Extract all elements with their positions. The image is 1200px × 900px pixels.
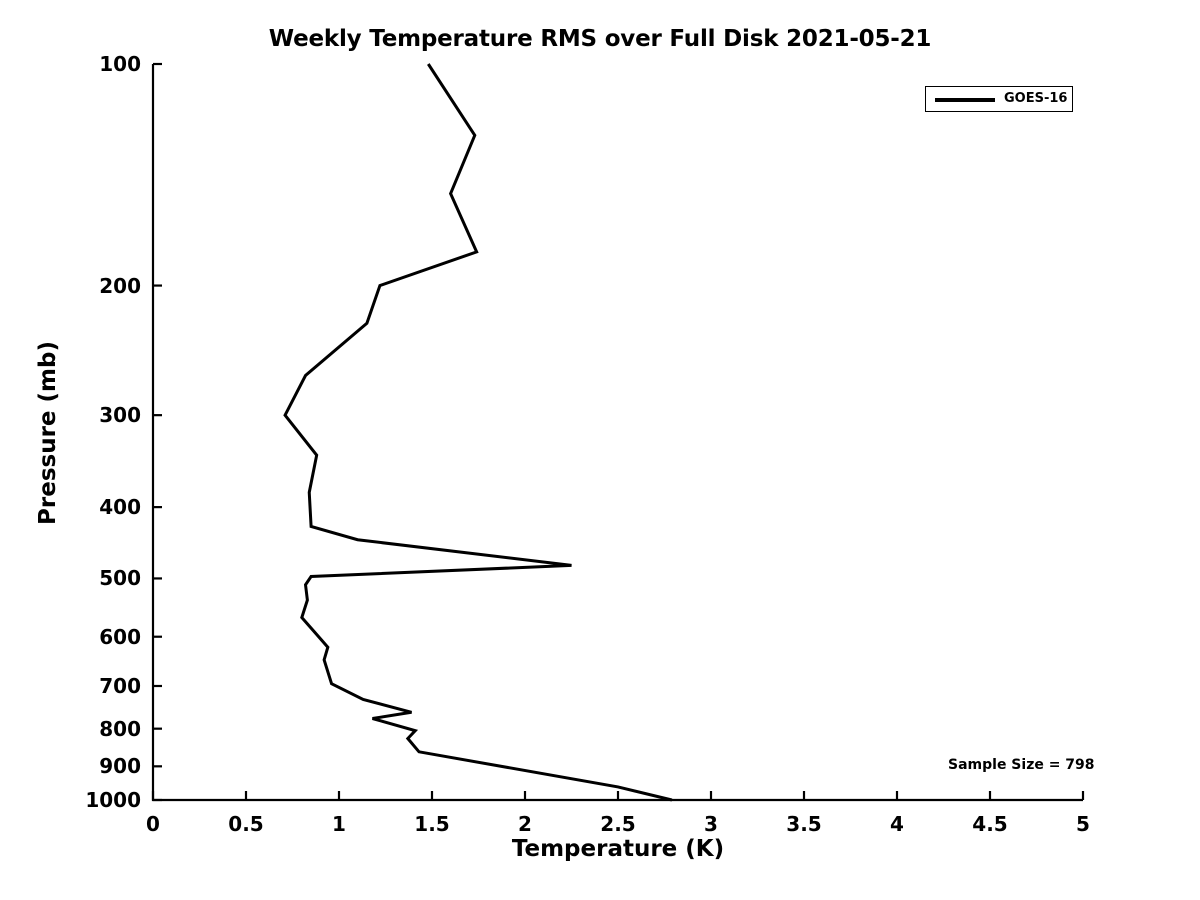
y-tick-label: 800 xyxy=(99,716,141,741)
x-tick-label: 2 xyxy=(518,812,532,836)
x-tick-label: 1 xyxy=(332,812,346,836)
legend-line-swatch xyxy=(935,98,995,102)
sample-size-annotation: Sample Size = 798 xyxy=(948,757,1095,773)
y-tick-label: 700 xyxy=(99,673,141,698)
y-tick-label: 200 xyxy=(99,273,141,298)
x-tick-label: 3.5 xyxy=(786,812,822,836)
x-tick-label: 4.5 xyxy=(972,812,1008,836)
series-line-goes-16 xyxy=(283,63,673,802)
y-tick-label: 100 xyxy=(99,52,141,76)
x-tick-label: 3 xyxy=(704,812,718,836)
x-axis-label: Temperature (K) xyxy=(511,836,725,862)
x-tick-label: 0 xyxy=(146,812,160,836)
x-tick-label: 2.5 xyxy=(600,812,636,836)
chart-title: Weekly Temperature RMS over Full Disk 20… xyxy=(268,26,932,52)
x-tick-label: 4 xyxy=(890,812,904,836)
x-tick-label: 0.5 xyxy=(228,812,264,836)
y-tick-label: 300 xyxy=(99,403,141,428)
axis-spines xyxy=(151,64,1083,802)
y-tick-label: 1000 xyxy=(85,788,141,812)
y-tick-label: 600 xyxy=(99,624,141,649)
x-tick-label: 1.5 xyxy=(414,812,450,836)
legend-label-goes-16: GOES-16 xyxy=(1004,91,1068,106)
x-tick-label: 5 xyxy=(1076,812,1090,836)
legend: GOES-16 xyxy=(925,86,1073,112)
y-tick-label: 900 xyxy=(99,754,141,779)
y-tick-label: 500 xyxy=(99,566,141,591)
y-tick-label: 400 xyxy=(99,495,141,520)
